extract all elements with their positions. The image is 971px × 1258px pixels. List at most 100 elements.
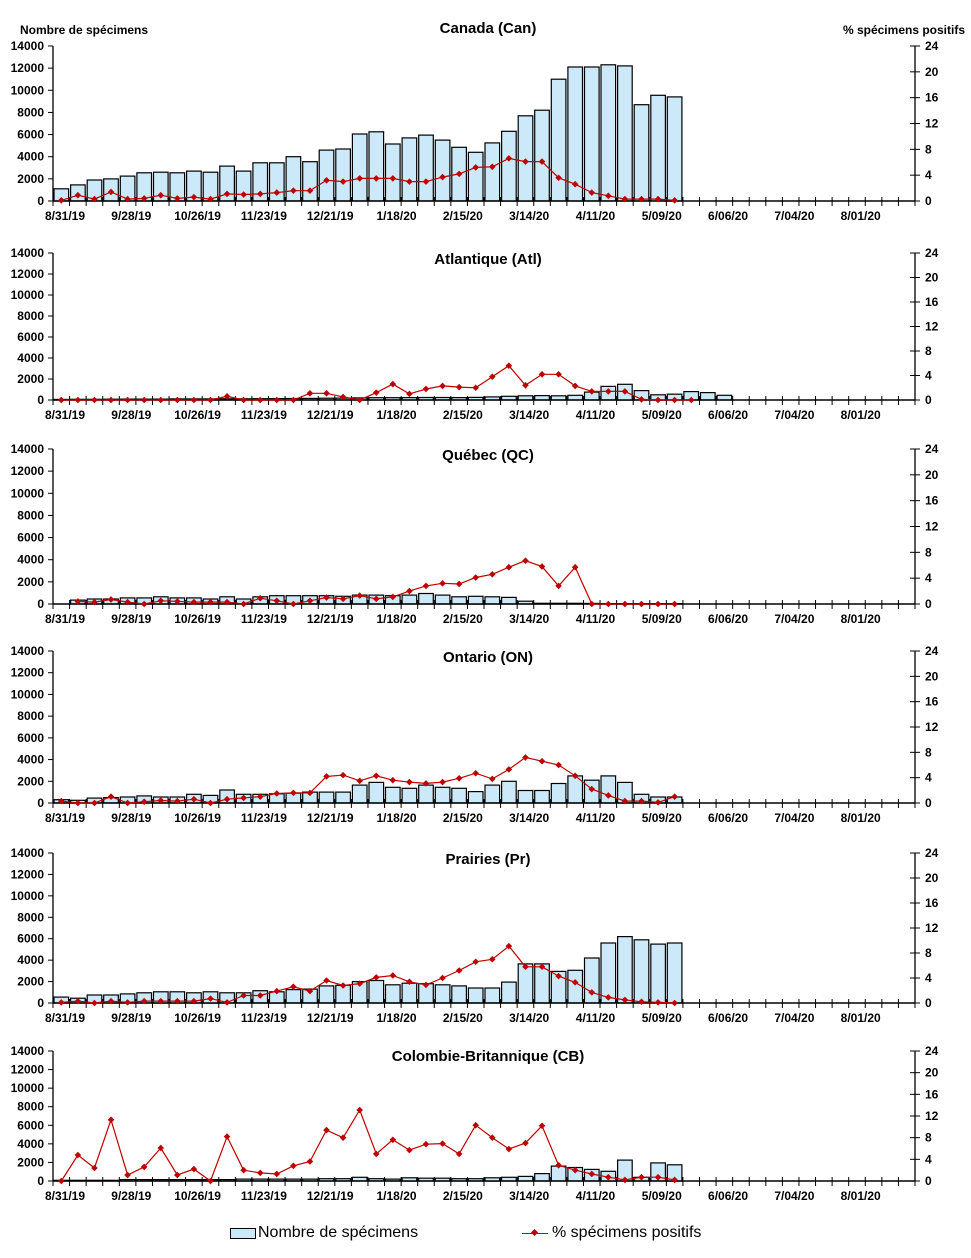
- percent-marker: [555, 972, 562, 980]
- percent-marker: [174, 997, 181, 1005]
- y-tick-label: 6000: [17, 1118, 44, 1132]
- percent-marker: [488, 570, 496, 578]
- bar: [467, 151, 484, 202]
- y-tick-label: 0: [37, 796, 44, 810]
- percent-marker: [488, 163, 496, 171]
- bar: [351, 784, 368, 804]
- x-tick-label: 4/11/20: [576, 408, 616, 422]
- percent-marker: [422, 981, 430, 989]
- bar: [434, 984, 451, 1004]
- percent-marker: [339, 178, 347, 185]
- percent-marker: [472, 384, 480, 392]
- bar: [285, 156, 302, 202]
- y-tick-label: 2000: [17, 975, 44, 989]
- y-tick-label: 14000: [11, 644, 45, 658]
- y-tick-label: 4000: [17, 150, 44, 164]
- percent-marker: [207, 799, 214, 807]
- bar: [318, 149, 335, 202]
- percent-marker: [555, 174, 562, 182]
- percent-marker: [538, 563, 546, 570]
- percent-marker: [455, 967, 463, 974]
- y-tick-label: 14000: [11, 442, 45, 456]
- percent-marker: [422, 178, 430, 185]
- percent-marker: [207, 1177, 214, 1185]
- y-tick-label: 8000: [17, 1100, 44, 1114]
- percent-marker: [339, 982, 347, 989]
- percent-marker: [107, 396, 115, 404]
- x-tick-label: 4/11/20: [576, 1189, 616, 1203]
- y-tick-label: 10000: [11, 889, 45, 903]
- x-tick-label: 7/04/20: [774, 209, 814, 223]
- x-tick-label: 7/04/20: [774, 612, 814, 626]
- percent-marker: [190, 1165, 198, 1173]
- y2-tick-label: 24: [925, 644, 939, 658]
- x-tick-label: 10/26/19: [174, 1189, 221, 1203]
- x-tick-label: 8/31/19: [45, 1011, 85, 1025]
- percent-marker: [323, 177, 330, 184]
- x-tick-label: 6/06/20: [708, 209, 748, 223]
- x-tick-label: 12/21/19: [307, 811, 354, 825]
- percent-marker: [571, 979, 579, 986]
- bar: [616, 935, 633, 1004]
- y2-tick-label: 0: [925, 1174, 932, 1188]
- bar: [368, 131, 385, 202]
- bar: [451, 985, 467, 1004]
- x-tick-label: 2/15/20: [443, 209, 483, 223]
- percent-marker: [190, 598, 198, 606]
- x-tick-label: 3/14/20: [509, 209, 549, 223]
- percent-marker: [389, 380, 397, 388]
- percent-marker: [323, 389, 330, 397]
- percent-marker: [439, 382, 446, 390]
- y2-tick-label: 12: [925, 117, 939, 131]
- percent-marker: [174, 598, 181, 605]
- percent-marker: [538, 757, 546, 765]
- legend: Nombre de spécimens % spécimens positifs: [0, 1224, 971, 1250]
- percent-marker: [57, 999, 65, 1006]
- percent-marker: [638, 195, 645, 203]
- bar: [451, 596, 467, 605]
- y2-tick-label: 16: [925, 695, 939, 709]
- percent-marker: [455, 383, 463, 391]
- percent-marker: [74, 396, 82, 404]
- y2-tick-label: 8: [925, 745, 932, 759]
- y-tick-label: 10000: [11, 288, 45, 302]
- percent-marker: [571, 382, 579, 390]
- legend-label-percent: % spécimens positifs: [552, 1224, 702, 1241]
- percent-marker: [372, 389, 380, 396]
- y2-tick-label: 4: [925, 1152, 932, 1166]
- percent-line: [60, 1108, 675, 1182]
- x-tick-label: 1/18/20: [377, 612, 417, 626]
- percent-marker: [654, 396, 662, 404]
- bar: [583, 957, 600, 1004]
- percent-marker: [588, 785, 596, 793]
- percent-marker: [74, 1151, 82, 1159]
- y2-tick-label: 24: [925, 442, 939, 456]
- percent-marker: [240, 1166, 247, 1174]
- percent-marker: [157, 997, 165, 1005]
- percent-marker: [472, 769, 480, 777]
- x-tick-label: 7/04/20: [774, 1011, 814, 1025]
- bar: [418, 784, 434, 804]
- percent-marker: [654, 600, 662, 608]
- percent-marker: [124, 396, 131, 404]
- x-tick-label: 12/21/19: [307, 1189, 354, 1203]
- percent-marker: [157, 797, 165, 804]
- percent-marker: [654, 999, 662, 1006]
- y2-tick-label: 20: [925, 468, 939, 482]
- y2-tick-label: 20: [925, 271, 939, 285]
- bar: [401, 787, 418, 804]
- x-tick-label: 1/18/20: [377, 811, 417, 825]
- percent-marker: [256, 1169, 264, 1177]
- percent-marker: [389, 593, 397, 601]
- x-tick-label: 1/18/20: [377, 209, 417, 223]
- legend-item-percent: % spécimens positifs: [522, 1224, 701, 1242]
- percent-marker: [174, 797, 181, 805]
- bar: [650, 94, 666, 202]
- percent-marker: [273, 396, 281, 404]
- percent-marker: [124, 799, 131, 807]
- y2-tick-label: 8: [925, 1131, 932, 1145]
- percent-marker: [406, 587, 413, 595]
- chart-title: Atlantique (Atl): [434, 251, 541, 268]
- percent-marker: [522, 158, 529, 165]
- y-tick-label: 6000: [17, 128, 44, 142]
